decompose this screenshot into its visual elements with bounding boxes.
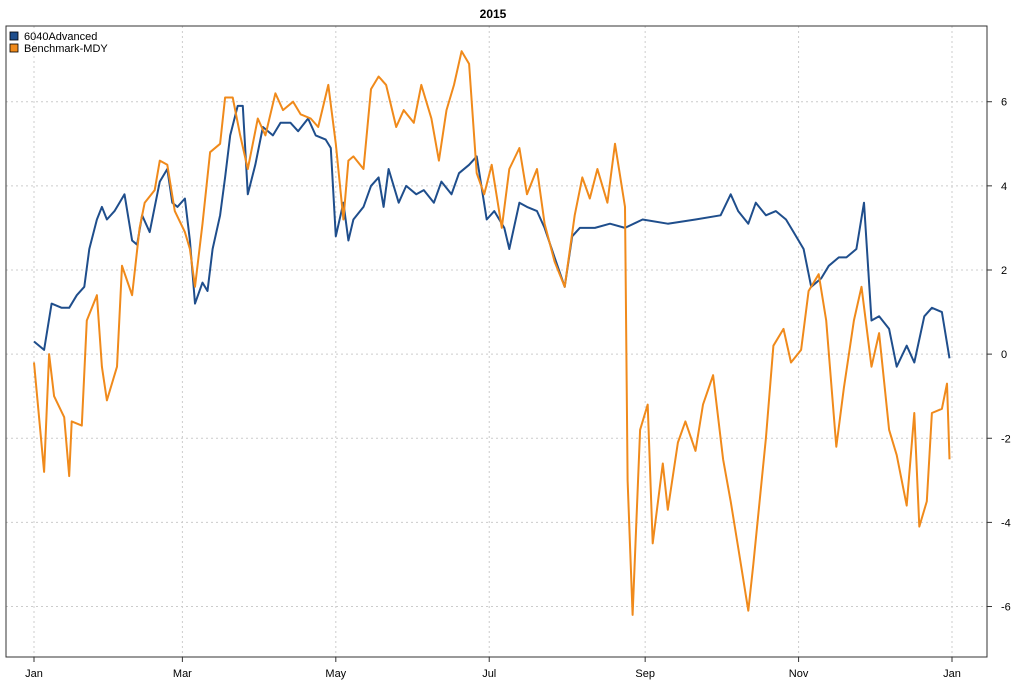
legend-label-benchmark-mdy: Benchmark-MDY	[24, 43, 108, 55]
x-tick-label: Jan	[25, 668, 43, 680]
y-tick-label: -2	[1001, 433, 1011, 445]
y-tick-label: 4	[1001, 181, 1007, 193]
series-layer	[33, 50, 951, 616]
x-tick-label: Nov	[789, 668, 809, 680]
y-tick-label: 6	[1001, 97, 1007, 109]
axes: Jan Mar May Jul Sep Nov Jan 6 4 2 0 -2 -4 -6	[25, 97, 1011, 680]
legend: 6040Advanced Benchmark-MDY	[9, 31, 108, 55]
legend-label-6040advanced: 6040Advanced	[24, 31, 97, 43]
y-tick-label: 0	[1001, 349, 1007, 361]
x-tick-label: May	[325, 668, 346, 680]
x-tick-label: Sep	[635, 668, 655, 680]
plot-frame	[5, 25, 988, 658]
y-tick-label: -4	[1001, 517, 1011, 529]
legend-swatch-6040advanced	[9, 31, 19, 41]
legend-swatch-benchmark-mdy	[9, 43, 19, 53]
y-tick-label: -6	[1001, 602, 1011, 614]
grid	[6, 26, 987, 657]
x-tick-label: Jan	[943, 668, 961, 680]
series-line-benchmark-mdy	[33, 50, 951, 616]
chart-title: 2015	[480, 7, 507, 21]
x-tick-label: Jul	[482, 668, 496, 680]
x-tick-label: Mar	[173, 668, 192, 680]
y-tick-label: 2	[1001, 265, 1007, 277]
series-line-6040advanced	[33, 104, 951, 368]
